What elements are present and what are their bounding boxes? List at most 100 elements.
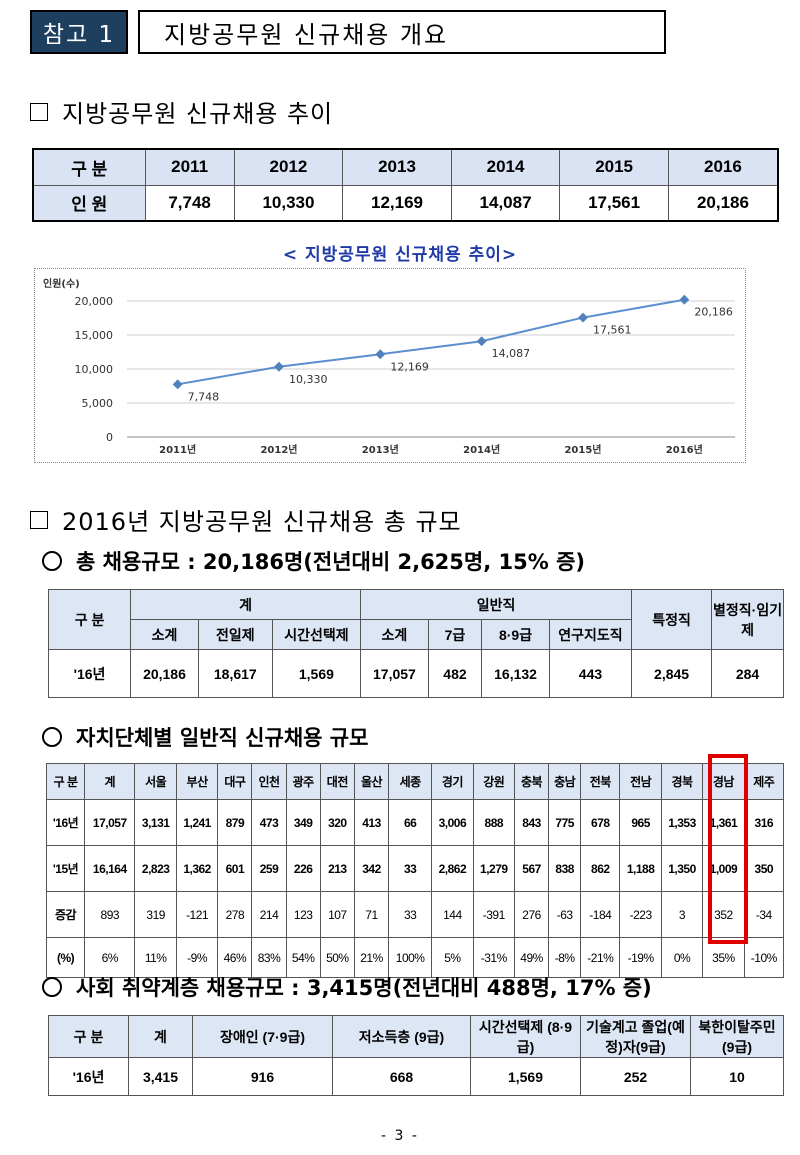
total-table: 구 분 계 일반직 특정직 별정직·임기제 소계 전일제 시간선택제 소계 7급… [47, 589, 784, 698]
region-value-cell: 214 [251, 891, 287, 938]
circle-bullet-icon [42, 727, 62, 747]
region-value-cell: 1,241 [175, 799, 219, 846]
trend-year: 2016 [667, 148, 779, 186]
checkbox-square-icon [30, 510, 48, 529]
region-value-cell: 49% [513, 937, 550, 978]
general-sub-header: 8·9급 [481, 619, 550, 650]
page-number: - 3 - [381, 1128, 419, 1144]
checkbox-square-icon [30, 102, 48, 121]
region-value-cell: 259 [251, 845, 287, 892]
chart-data-label: 10,330 [289, 373, 328, 386]
region-value-cell: 1,362 [175, 845, 219, 892]
region-data-row: (%) 6% 11% -9% 46% 83% 54% 50% 21% 100% 5% -31% 49% -… [45, 937, 785, 978]
region-value-cell: 107 [319, 891, 355, 938]
vulnerable-header: 장애인 (7·9급) [192, 1015, 333, 1058]
region-value-cell: 3,131 [134, 799, 177, 846]
chart-xtick-label: 2016년 [666, 443, 703, 456]
region-value-cell: 213 [319, 845, 355, 892]
region-value-cell: -63 [548, 891, 582, 938]
region-header-cell: 서울 [134, 763, 177, 800]
chart-data-label: 12,169 [390, 360, 429, 373]
region-value-cell: 33 [388, 891, 433, 938]
region-header-cell: 전북 [580, 763, 621, 800]
region-header-cell: 광주 [285, 763, 321, 800]
region-value-cell: 276 [513, 891, 550, 938]
region-value-cell: 54% [285, 937, 321, 978]
chart-point [578, 312, 588, 323]
chart-ytick-label: 10,000 [75, 363, 114, 376]
region-header-cell: 경기 [431, 763, 474, 800]
region-data-row: '15년 16,164 2,823 1,362 601 259 226 213 342 33 2,8… [45, 845, 785, 892]
chart-data-label: 14,087 [492, 347, 530, 360]
header-tag: 참고 1 [30, 10, 128, 54]
chart-series-line [177, 298, 685, 386]
total-table-value-row: '16년 20,186 18,617 1,569 17,057 482 16,1… [47, 649, 784, 698]
region-value-cell: 319 [134, 891, 177, 938]
trend-table: 구 분 2011 2012 2013 2014 2015 2016 인 원 7,… [32, 148, 779, 222]
total-table-sub-row: 소계 전일제 시간선택제 소계 7급 8·9급 연구지도직 [49, 619, 784, 650]
region-value-cell: 567 [513, 845, 550, 892]
region-value-cell: -31% [472, 937, 515, 978]
total-value: 18,617 [197, 649, 273, 698]
trend-year: 2015 [559, 148, 669, 186]
total-value: 443 [548, 649, 633, 698]
region-value-cell: 879 [217, 799, 253, 846]
chart-data-label: 20,186 [694, 306, 733, 319]
region-value-cell: 342 [353, 845, 390, 892]
region-value-cell: 66 [388, 799, 433, 846]
region-value-cell: 320 [319, 799, 355, 846]
region-value-cell: 6% [84, 937, 136, 978]
trend-table-header-row: 구 분 2011 2012 2013 2014 2015 2016 [32, 148, 779, 186]
vulnerable-header: 시간선택제 (8·9급) [470, 1015, 581, 1058]
chart-caption: < 지방공무원 신규채용 추이> [282, 245, 518, 265]
region-value-cell: 601 [217, 845, 253, 892]
region-data-row: '16년 17,057 3,131 1,241 879 473 349 320 413 66 3,0… [45, 799, 785, 846]
region-row-label: '15년 [45, 845, 86, 892]
region-value-cell: 1,353 [660, 799, 704, 846]
region-header-cell: 전남 [619, 763, 662, 800]
region-value-cell: 33 [388, 845, 433, 892]
trend-value: 10,330 [233, 184, 344, 222]
chart-data-label: 17,561 [593, 324, 632, 337]
region-value-cell: 349 [285, 799, 321, 846]
region-header-cell: 경북 [660, 763, 704, 800]
trend-year: 2012 [233, 148, 344, 186]
region-header-cell: 충남 [548, 763, 582, 800]
region-value-cell: -184 [580, 891, 621, 938]
region-value-cell: 843 [513, 799, 550, 846]
region-value-cell: 775 [548, 799, 582, 846]
region-value-cell: -10% [743, 937, 785, 978]
region-value-cell: 893 [84, 891, 136, 938]
region-value-cell: 3,006 [431, 799, 474, 846]
region-value-cell: -391 [472, 891, 515, 938]
region-header-cell: 대전 [319, 763, 355, 800]
region-value-cell: 838 [548, 845, 582, 892]
region-value-cell: 71 [353, 891, 390, 938]
region-value-cell: -8% [548, 937, 582, 978]
total-value: 1,569 [271, 649, 362, 698]
region-value-cell: 678 [580, 799, 621, 846]
vulnerable-value: 1,569 [470, 1057, 581, 1096]
region-value-cell: -21% [580, 937, 621, 978]
vulnerable-value: 10 [690, 1057, 784, 1096]
region-value-cell: 5% [431, 937, 474, 978]
region-value-cell: 350 [743, 845, 785, 892]
region-header-cell: 대구 [217, 763, 253, 800]
region-header-cell: 울산 [353, 763, 390, 800]
total-row-label: '16년 [47, 649, 132, 698]
region-value-cell: 226 [285, 845, 321, 892]
total-group-total: 계 [130, 589, 362, 620]
vulnerable-row-label: '16년 [48, 1057, 129, 1096]
region-header-cell: 세종 [388, 763, 433, 800]
total-value: 482 [427, 649, 483, 698]
region-value-cell: 413 [353, 799, 390, 846]
region-value-cell: 1,279 [472, 845, 515, 892]
chart-point [375, 349, 386, 360]
total-value: 20,186 [130, 649, 199, 698]
sub-region-heading: 자치단체별 일반직 신규채용 규모 [42, 722, 368, 752]
region-value-cell: -34 [743, 891, 785, 938]
chart-data-label: 7,748 [188, 390, 220, 403]
sub-region-title: 자치단체별 일반직 신규채용 규모 [76, 726, 369, 750]
trend-value: 20,186 [667, 184, 779, 222]
vulnerable-header: 저소득층 (9급) [332, 1015, 471, 1058]
